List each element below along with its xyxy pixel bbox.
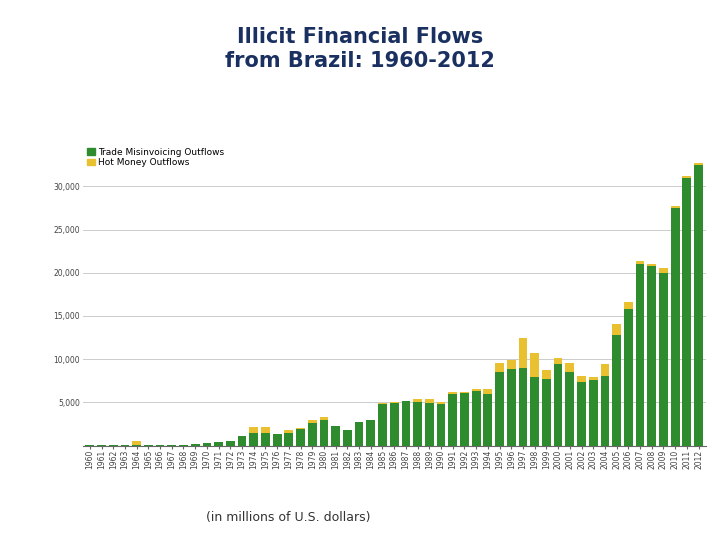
Bar bbox=[577, 375, 586, 382]
Bar bbox=[659, 273, 668, 446]
Bar bbox=[238, 436, 246, 446]
Bar bbox=[343, 430, 352, 446]
Bar bbox=[261, 433, 270, 446]
Bar bbox=[600, 375, 609, 445]
Bar bbox=[449, 393, 457, 394]
Bar bbox=[600, 364, 609, 375]
Bar bbox=[495, 363, 504, 372]
Bar bbox=[296, 428, 305, 429]
Bar bbox=[542, 379, 551, 446]
Bar bbox=[460, 393, 469, 446]
Bar bbox=[249, 433, 258, 446]
Bar bbox=[390, 403, 399, 446]
Bar bbox=[249, 427, 258, 433]
Bar bbox=[132, 444, 141, 445]
Bar bbox=[402, 401, 410, 445]
Bar bbox=[483, 394, 492, 445]
Bar bbox=[273, 434, 282, 446]
Bar bbox=[425, 403, 433, 446]
Bar bbox=[483, 389, 492, 394]
Bar bbox=[449, 394, 457, 445]
Bar bbox=[226, 441, 235, 445]
Bar bbox=[390, 402, 399, 403]
Bar bbox=[378, 403, 387, 404]
Bar bbox=[577, 382, 586, 446]
Bar bbox=[542, 370, 551, 379]
Bar bbox=[554, 358, 562, 365]
Bar bbox=[531, 377, 539, 446]
Bar bbox=[413, 399, 422, 402]
Bar bbox=[308, 423, 317, 445]
Bar bbox=[636, 261, 644, 264]
Bar bbox=[413, 402, 422, 446]
Bar bbox=[202, 443, 211, 446]
Bar bbox=[507, 369, 516, 445]
Bar bbox=[308, 420, 317, 423]
Bar bbox=[167, 445, 176, 446]
Bar bbox=[624, 302, 633, 309]
Bar bbox=[436, 402, 446, 404]
Bar bbox=[565, 362, 574, 372]
Bar bbox=[179, 444, 188, 445]
Bar bbox=[320, 417, 328, 420]
Bar bbox=[671, 206, 680, 208]
Bar bbox=[472, 389, 480, 391]
Bar bbox=[612, 323, 621, 335]
Bar bbox=[518, 368, 527, 445]
Bar bbox=[636, 264, 644, 446]
Bar bbox=[518, 339, 527, 368]
Bar bbox=[109, 445, 117, 446]
Bar bbox=[589, 380, 598, 446]
Bar bbox=[624, 309, 633, 446]
Bar bbox=[191, 444, 199, 445]
Legend: Trade Misinvoicing Outflows, Hot Money Outflows: Trade Misinvoicing Outflows, Hot Money O… bbox=[86, 146, 226, 169]
Bar bbox=[671, 208, 680, 446]
Bar bbox=[436, 404, 446, 446]
Bar bbox=[132, 441, 141, 444]
Bar bbox=[296, 429, 305, 445]
Bar bbox=[331, 427, 340, 446]
Bar bbox=[647, 266, 656, 446]
Bar bbox=[320, 420, 328, 446]
Bar bbox=[366, 421, 375, 446]
Bar bbox=[647, 265, 656, 266]
Bar bbox=[589, 377, 598, 380]
Bar bbox=[378, 404, 387, 446]
Bar bbox=[425, 399, 433, 403]
Bar bbox=[261, 427, 270, 433]
Bar bbox=[215, 442, 223, 446]
Text: (in millions of U.S. dollars): (in millions of U.S. dollars) bbox=[206, 511, 370, 524]
Bar bbox=[659, 268, 668, 273]
Bar bbox=[683, 178, 691, 446]
Bar bbox=[284, 433, 293, 446]
Bar bbox=[495, 372, 504, 445]
Bar bbox=[531, 353, 539, 377]
Bar bbox=[284, 430, 293, 433]
Bar bbox=[565, 372, 574, 445]
Bar bbox=[694, 164, 703, 165]
Bar bbox=[355, 422, 364, 446]
Bar bbox=[472, 391, 480, 446]
Bar bbox=[683, 177, 691, 178]
Bar bbox=[554, 364, 562, 445]
Bar bbox=[120, 445, 130, 446]
Bar bbox=[694, 165, 703, 446]
Text: Illicit Financial Flows
from Brazil: 1960-2012: Illicit Financial Flows from Brazil: 196… bbox=[225, 27, 495, 71]
Bar bbox=[507, 360, 516, 369]
Bar bbox=[460, 392, 469, 393]
Bar bbox=[612, 335, 621, 446]
